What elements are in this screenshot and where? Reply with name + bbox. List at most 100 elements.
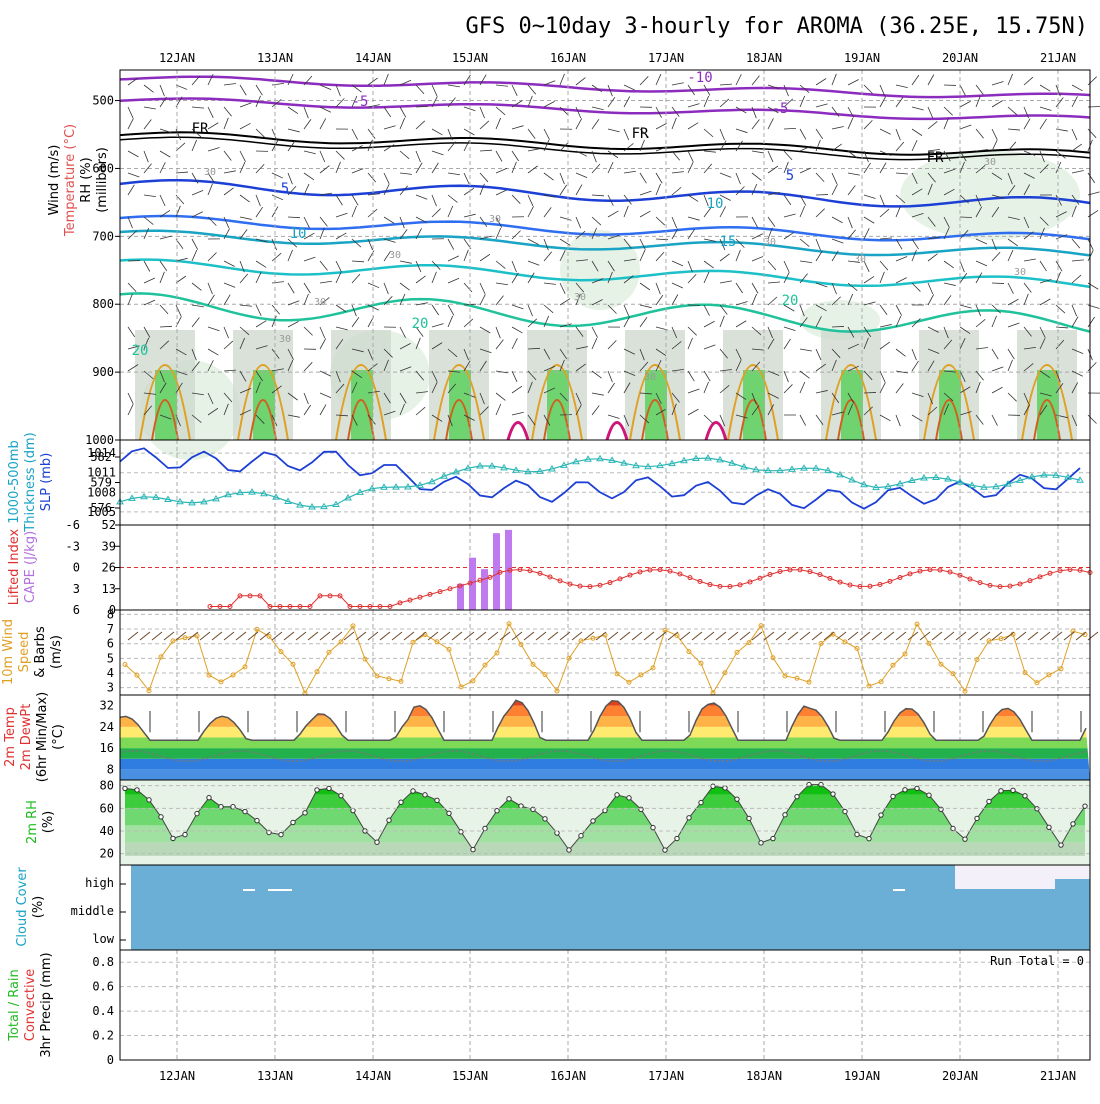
wind-barb [1028,632,1038,640]
wind-barb [304,173,314,180]
wind-barb [832,74,836,85]
wind-barb [864,228,869,239]
rh-point [783,813,787,817]
wind-barb [400,173,412,174]
rh-point [315,788,319,792]
wind-barb [160,162,165,173]
wind-barb [256,305,261,316]
date-label-bottom: 20JAN [942,1069,978,1083]
wind-barb [620,632,630,640]
contour-label: 30 [764,237,776,248]
wind-barb [384,283,388,294]
rh-point [639,807,643,811]
wind-barb [960,101,971,107]
wind-barb [880,342,890,349]
wind-barb [416,85,424,94]
wind-barb [816,239,821,250]
wind-barb [432,163,438,173]
wind-barb [176,85,187,89]
wind-barb [192,239,198,250]
panel-y-axis-label: Thickness (dm) [23,432,38,532]
panel-y-axis-label: 10m Wind [1,619,16,685]
wind-barb [560,173,564,184]
wind-barb [576,217,581,228]
cape-tick-label: 13 [102,582,116,596]
wind-barb [400,151,409,159]
contour-label: 30 [1014,267,1026,278]
rh-point [543,817,547,821]
temp-band [120,695,1090,706]
wind-barb [128,185,134,195]
wind-barb [896,85,908,88]
wind-barb [1072,96,1077,107]
wind-barb [704,272,709,283]
wind-barb [640,317,647,327]
wind-barb [816,79,826,85]
wind-barb [224,283,235,287]
wind-barb [176,172,188,173]
wind-barb [912,361,919,371]
wind-barb [496,168,507,173]
wind-barb [1008,250,1013,261]
wind-barb [416,407,425,415]
wind-barb [448,256,459,261]
wind-barb [224,327,229,338]
wind-barb [208,148,219,151]
pressure-tick-label: 500 [92,94,114,108]
wind-barb [448,206,453,217]
contour-label: 10 [290,226,307,242]
wind-barb [1024,294,1028,305]
wind-barb [272,632,282,640]
wind-barb [896,129,900,140]
pressure-tick-label: 700 [92,229,114,243]
wind-barb [992,415,997,426]
date-label-top: 13JAN [257,51,293,65]
wind-barb [496,340,503,349]
slp-tick-label: 1011 [87,466,116,480]
wind-barb [592,405,599,415]
wind-barb [944,283,956,286]
wind-barb [928,75,934,85]
cloud-gap [243,889,255,891]
wind-barb [384,184,389,195]
rh-high-column [351,370,373,440]
date-label-bottom: 15JAN [452,1069,488,1083]
wind-barb [368,129,375,139]
wind-barb [224,217,229,228]
wind-barb [432,272,436,283]
wind-barb [656,295,663,305]
wind-barb [848,173,860,175]
wind-barb [128,393,133,404]
panel-y-axis-label: 3hr Precip (mm) [39,952,54,1057]
rh-point [255,818,259,822]
wind-barb [640,250,645,261]
wind-barb [736,129,747,133]
wind-barb [544,283,556,284]
wind-barb [384,145,394,151]
rh-point [891,794,895,798]
temp-band [120,748,1090,759]
date-label-bottom: 17JAN [648,1069,684,1083]
wind-barb [784,339,791,349]
wind-barb [192,250,197,261]
cape-bar [481,569,488,610]
wind-barb [688,123,698,129]
wind-barb [448,195,457,202]
wind-barb [656,632,666,640]
wind-barb [336,162,340,173]
panel-y-axis-label: 2m Temp [3,707,18,767]
wind-barb [224,341,233,349]
wind-barb [704,321,715,327]
wind-barb [720,84,732,85]
panel-y-axis-label: (millibars) [95,147,110,213]
wind-barb [416,163,422,173]
date-label-top: 17JAN [648,51,684,65]
wind-barb [384,107,391,117]
wind-barb [1088,77,1097,85]
rh-point [963,837,967,841]
wind-barb [464,319,473,327]
rh-point [735,797,739,801]
wind-barb [864,85,872,93]
wind-barb [368,283,379,288]
wind-barb [400,118,405,129]
